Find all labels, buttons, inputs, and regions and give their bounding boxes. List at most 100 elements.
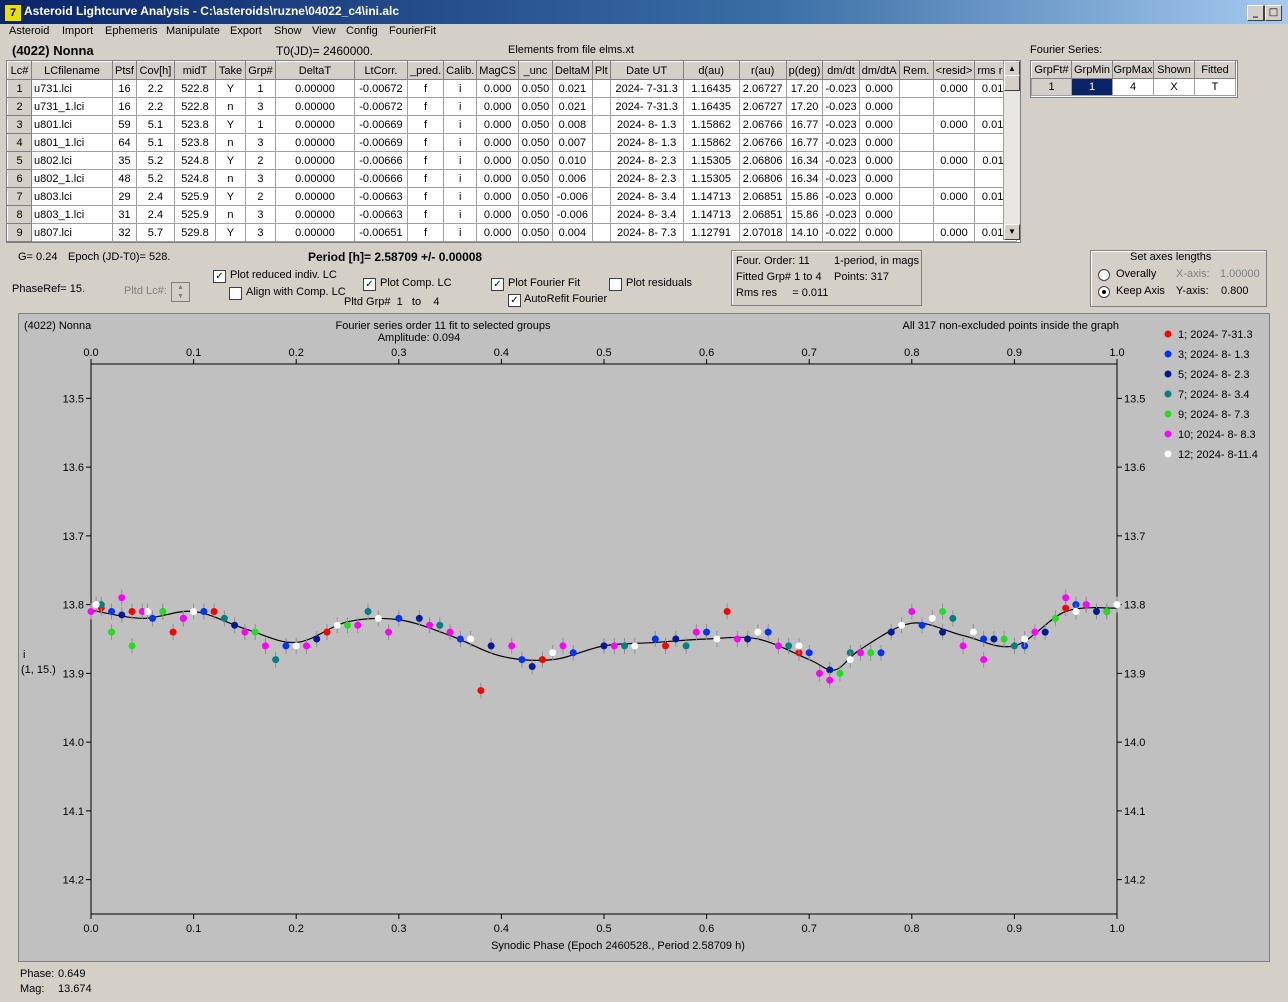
table-cell[interactable]: 1.15305 bbox=[682, 151, 740, 170]
table-cell[interactable]: u803_1.lci bbox=[31, 205, 113, 224]
table-cell[interactable]: 1.14713 bbox=[682, 205, 740, 224]
table-cell[interactable] bbox=[898, 115, 934, 134]
table-cell[interactable]: 0.008 bbox=[551, 115, 593, 134]
table-cell[interactable]: Y bbox=[214, 115, 246, 134]
table-cell[interactable]: i bbox=[443, 79, 478, 98]
table-cell[interactable]: i bbox=[443, 115, 478, 134]
table-cell[interactable]: 0.00000 bbox=[274, 169, 355, 188]
table-cell[interactable]: 17.20 bbox=[785, 97, 824, 116]
lc-col-header[interactable]: r(au) bbox=[738, 61, 787, 80]
table-cell[interactable]: 0.021 bbox=[551, 79, 593, 98]
table-cell[interactable]: 0.00000 bbox=[274, 205, 355, 224]
plot-reduced-checkbox[interactable]: ✓ bbox=[213, 270, 226, 283]
table-cell[interactable]: 2.06766 bbox=[738, 115, 787, 134]
align-checkbox[interactable] bbox=[229, 287, 242, 300]
table-cell[interactable]: -0.00669 bbox=[353, 133, 408, 152]
table-row[interactable]: 8 u803_1.lci 31 2.4 525.9 n 3 0.00000 -0.00663 f i… bbox=[7, 205, 1018, 224]
table-cell[interactable]: i bbox=[443, 133, 478, 152]
table-cell[interactable]: i bbox=[443, 187, 478, 206]
table-cell[interactable]: i bbox=[443, 169, 478, 188]
menu-ephemeris[interactable]: Ephemeris bbox=[105, 25, 158, 37]
menu-view[interactable]: View bbox=[312, 25, 336, 37]
table-cell[interactable]: -0.022 bbox=[822, 223, 860, 242]
scroll-thumb[interactable] bbox=[1004, 75, 1020, 91]
table-cell[interactable]: 1.12791 bbox=[682, 223, 740, 242]
table-cell[interactable]: u801_1.lci bbox=[31, 133, 113, 152]
table-cell[interactable]: 1.15862 bbox=[682, 115, 740, 134]
table-row[interactable]: 1 u731.lci 16 2.2 522.8 Y 1 0.00000 -0.00672 f i 0.… bbox=[7, 79, 1018, 98]
table-cell[interactable]: 2.06806 bbox=[738, 169, 787, 188]
table-cell[interactable]: 59 bbox=[112, 115, 137, 134]
table-cell[interactable]: u802.lci bbox=[31, 151, 113, 170]
menu-fourierfit[interactable]: FourierFit bbox=[389, 25, 437, 37]
table-cell[interactable]: 2.06806 bbox=[738, 151, 787, 170]
table-cell[interactable]: -0.00669 bbox=[353, 115, 408, 134]
lc-col-header[interactable]: Rem. bbox=[898, 61, 934, 80]
table-cell[interactable]: f bbox=[406, 223, 445, 242]
table-cell[interactable]: 2.06851 bbox=[738, 205, 787, 224]
table-cell[interactable] bbox=[591, 187, 611, 206]
table-cell[interactable]: 0.000 bbox=[858, 223, 900, 242]
lc-col-header[interactable]: LtCorr. bbox=[353, 61, 408, 80]
menu-asteroid[interactable]: Asteroid bbox=[9, 25, 50, 37]
table-cell[interactable]: f bbox=[406, 97, 445, 116]
table-cell[interactable]: 0.010 bbox=[551, 151, 593, 170]
table-cell[interactable]: 15.86 bbox=[785, 187, 824, 206]
table-cell[interactable] bbox=[898, 205, 934, 224]
table-cell[interactable]: 48 bbox=[112, 169, 137, 188]
plot-residuals-checkbox[interactable] bbox=[609, 278, 622, 291]
table-cell[interactable]: 2.06727 bbox=[738, 79, 787, 98]
lc-col-header[interactable]: DeltaT bbox=[274, 61, 355, 80]
table-cell[interactable]: 35 bbox=[112, 151, 137, 170]
table-cell[interactable]: 0.000 bbox=[932, 223, 976, 242]
table-cell[interactable]: -0.00663 bbox=[353, 187, 408, 206]
table-cell[interactable] bbox=[898, 97, 934, 116]
table-cell[interactable]: 2.4 bbox=[135, 205, 175, 224]
table-cell[interactable]: 1 bbox=[244, 79, 276, 98]
table-cell[interactable]: u807.lci bbox=[31, 223, 113, 242]
table-cell[interactable]: 0.050 bbox=[517, 115, 553, 134]
table-cell[interactable]: -0.00672 bbox=[353, 97, 408, 116]
table-cell[interactable]: 525.9 bbox=[173, 187, 216, 206]
plot-comp-checkbox[interactable]: ✓ bbox=[363, 278, 376, 291]
table-cell[interactable]: 2024- 7-31.3 bbox=[609, 97, 684, 116]
table-cell[interactable]: -0.006 bbox=[551, 187, 593, 206]
table-cell[interactable]: -0.00651 bbox=[353, 223, 408, 242]
table-cell[interactable]: 0.000 bbox=[476, 97, 519, 116]
row-number[interactable]: 3 bbox=[7, 115, 32, 134]
table-cell[interactable]: 522.8 bbox=[173, 79, 216, 98]
table-cell[interactable] bbox=[932, 133, 976, 152]
table-cell[interactable] bbox=[898, 151, 934, 170]
table-cell[interactable]: 0.021 bbox=[551, 97, 593, 116]
table-cell[interactable]: 3 bbox=[244, 97, 276, 116]
table-cell[interactable]: 1.14713 bbox=[682, 187, 740, 206]
table-cell[interactable]: Y bbox=[214, 79, 246, 98]
table-cell[interactable]: i bbox=[443, 223, 478, 242]
table-cell[interactable] bbox=[591, 205, 611, 224]
lc-col-header[interactable]: d(au) bbox=[682, 61, 740, 80]
table-cell[interactable]: 0.000 bbox=[858, 187, 900, 206]
table-cell[interactable]: -0.023 bbox=[822, 205, 860, 224]
table-row[interactable]: 9 u807.lci 32 5.7 529.8 Y 3 0.00000 -0.00651 f i 0.… bbox=[7, 223, 1018, 242]
table-cell[interactable]: 2024- 8- 2.3 bbox=[609, 169, 684, 188]
table-cell[interactable]: 0.00000 bbox=[274, 151, 355, 170]
table-cell[interactable]: u731_1.lci bbox=[31, 97, 113, 116]
table-cell[interactable]: 0.00000 bbox=[274, 79, 355, 98]
table-cell[interactable]: 523.8 bbox=[173, 115, 216, 134]
table-cell[interactable]: 524.8 bbox=[173, 169, 216, 188]
table-row[interactable]: 7 u803.lci 29 2.4 525.9 Y 2 0.00000 -0.00663 f i 0.… bbox=[7, 187, 1018, 206]
table-cell[interactable]: 0.000 bbox=[932, 151, 976, 170]
row-number[interactable]: 5 bbox=[7, 151, 32, 170]
row-number[interactable]: 2 bbox=[7, 97, 32, 116]
table-cell[interactable]: 0.050 bbox=[517, 205, 553, 224]
lightcurve-chart-panel[interactable]: (4022) Nonna Fourier series order 11 fit… bbox=[18, 313, 1270, 962]
table-cell[interactable]: Y bbox=[214, 187, 246, 206]
table-cell[interactable]: 0.050 bbox=[517, 223, 553, 242]
table-cell[interactable]: 31 bbox=[112, 205, 137, 224]
table-cell[interactable] bbox=[591, 79, 611, 98]
lc-col-header[interactable]: <resid> bbox=[932, 61, 976, 80]
table-cell[interactable] bbox=[898, 133, 934, 152]
table-cell[interactable]: 0.050 bbox=[517, 97, 553, 116]
table-cell[interactable]: 0.000 bbox=[476, 115, 519, 134]
table-cell[interactable]: 0.050 bbox=[517, 187, 553, 206]
